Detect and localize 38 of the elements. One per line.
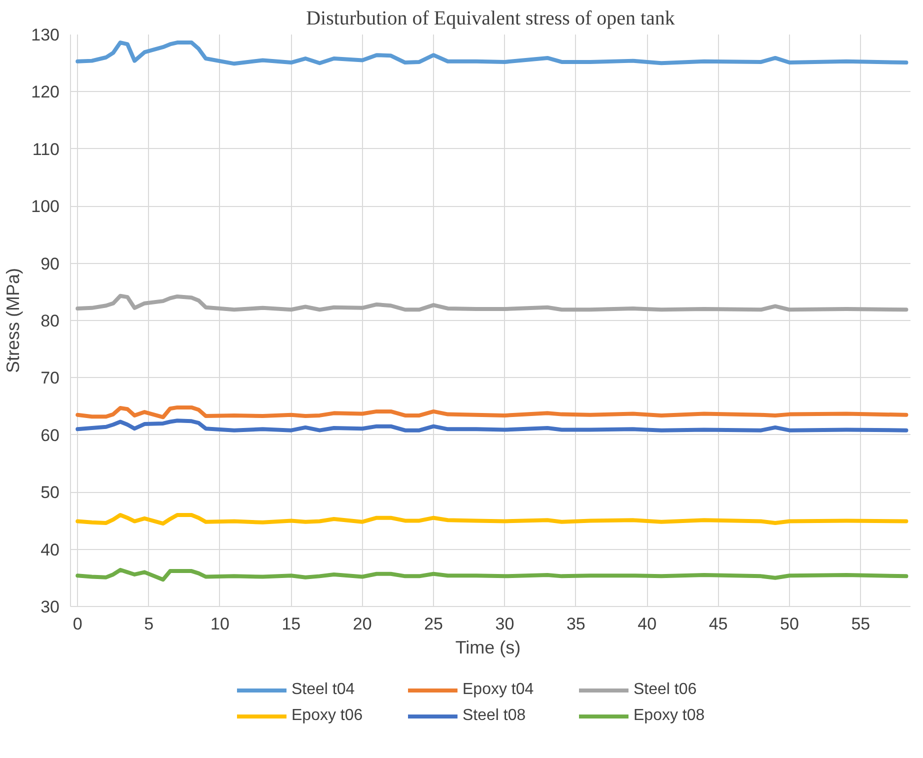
y-axis-title: Stress (MPa) xyxy=(3,268,24,374)
x-tick-label: 30 xyxy=(495,614,514,634)
legend-label: Epoxy t04 xyxy=(462,680,535,698)
x-tick-label: 45 xyxy=(708,614,728,634)
legend-label: Steel t08 xyxy=(462,706,527,724)
line-series xyxy=(76,568,908,582)
x-tick-label: 25 xyxy=(424,614,444,634)
line-series xyxy=(76,40,908,66)
y-tick-label: 30 xyxy=(40,598,60,616)
x-tick-label: 35 xyxy=(566,614,586,634)
x-tick-label: 50 xyxy=(780,614,799,634)
x-tick-label: 5 xyxy=(144,614,154,634)
line-series xyxy=(76,294,908,312)
line-series xyxy=(76,418,908,432)
x-tick-label: 40 xyxy=(638,614,657,634)
x-axis-title: Time (s) xyxy=(455,638,521,658)
line-series xyxy=(76,405,908,420)
legend-label: Epoxy t06 xyxy=(292,706,364,724)
chart-title: Disturbution of Equivalent stress of open tank xyxy=(306,8,675,30)
x-tick-label: 10 xyxy=(210,614,230,634)
y-tick-label: 40 xyxy=(40,540,60,560)
y-tick-label: 50 xyxy=(40,483,60,502)
x-tick-label: 20 xyxy=(352,614,372,634)
y-tick-label: 70 xyxy=(40,368,60,388)
y-tick-label: 90 xyxy=(40,254,60,274)
y-tick-label: 80 xyxy=(40,312,60,330)
legend-label: Steel t04 xyxy=(292,680,356,698)
y-tick-label: 130 xyxy=(31,26,60,44)
y-tick-label: 100 xyxy=(31,197,60,216)
legend-label: Epoxy t08 xyxy=(634,706,706,724)
x-tick-label: 0 xyxy=(72,614,82,634)
x-tick-label: 55 xyxy=(851,614,870,634)
y-tick-label: 110 xyxy=(32,140,60,159)
y-tick-label: 60 xyxy=(40,426,60,445)
legend-label: Steel t06 xyxy=(634,680,698,698)
x-tick-label: 15 xyxy=(282,614,301,634)
line-series xyxy=(76,512,908,526)
y-tick-label: 120 xyxy=(31,82,60,102)
